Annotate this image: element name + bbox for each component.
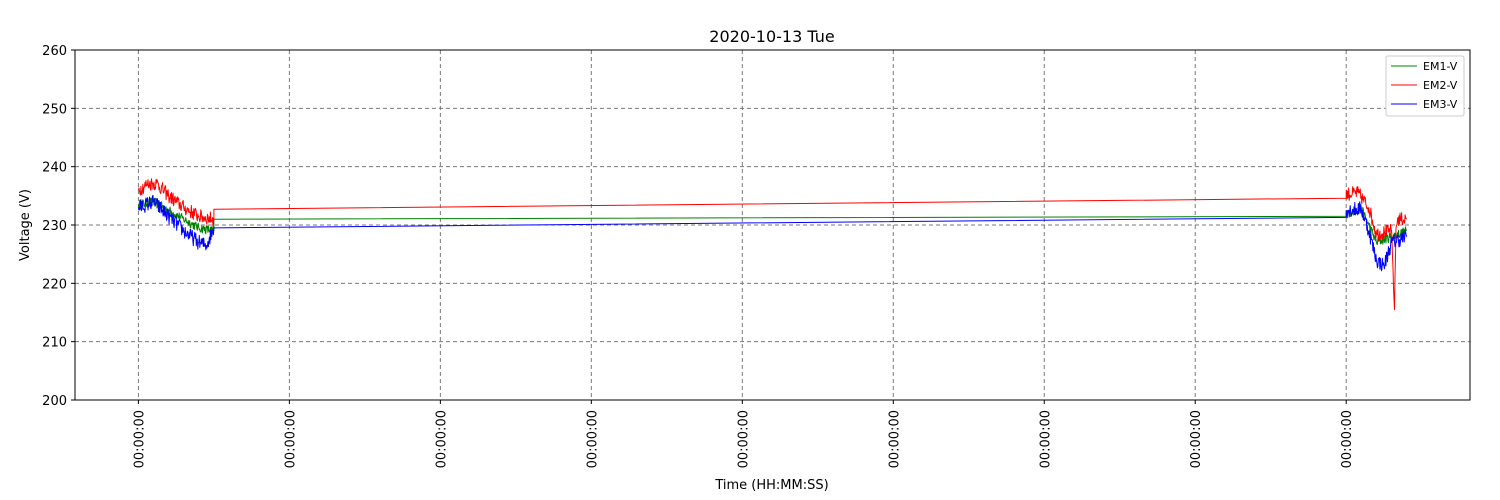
legend-box — [1385, 55, 1465, 117]
y-tick-label: 210 — [42, 336, 67, 351]
y-tick-label: 240 — [42, 161, 67, 176]
legend-label: EM3-V — [1423, 98, 1458, 111]
y-tick-label: 200 — [42, 394, 67, 409]
x-axis-title: Time (HH:MM:SS) — [714, 478, 828, 493]
y-tick-label: 250 — [42, 102, 67, 117]
series-line-em2-v — [137, 178, 1407, 311]
x-tick-label: 00:00:00 — [132, 410, 147, 468]
series-layer — [137, 178, 1408, 311]
x-tick-label: 00:00:00 — [1038, 410, 1053, 468]
y-tick-label: 220 — [42, 277, 67, 292]
x-axis: 00:00:00 00:00:00 00:00:00 00:00:00 00:00:00… — [132, 400, 1355, 468]
legend-label: EM2-V — [1423, 79, 1458, 92]
x-tick-label: 00:00:00 — [1340, 410, 1355, 468]
x-tick-label: 00:00:00 — [434, 410, 449, 468]
y-axis-title: Voltage (V) — [18, 189, 33, 261]
legend-label: EM1-V — [1423, 60, 1458, 73]
x-tick-label: 00:00:00 — [283, 410, 298, 468]
x-tick-label: 00:00:00 — [736, 410, 751, 468]
y-axis: 200 210 220 230 240 250 260 — [42, 44, 75, 409]
y-tick-label: 230 — [42, 219, 67, 234]
legend: EM1-V EM2-V EM3-V — [1385, 55, 1465, 117]
chart-title: 2020-10-13 Tue — [709, 27, 834, 46]
y-tick-label: 260 — [42, 44, 67, 59]
x-tick-label: 00:00:00 — [1189, 410, 1204, 468]
grid-lines — [75, 50, 1470, 400]
x-tick-label: 00:00:00 — [887, 410, 902, 468]
x-tick-label: 00:00:00 — [585, 410, 600, 468]
series-line-em3-v — [137, 194, 1408, 272]
